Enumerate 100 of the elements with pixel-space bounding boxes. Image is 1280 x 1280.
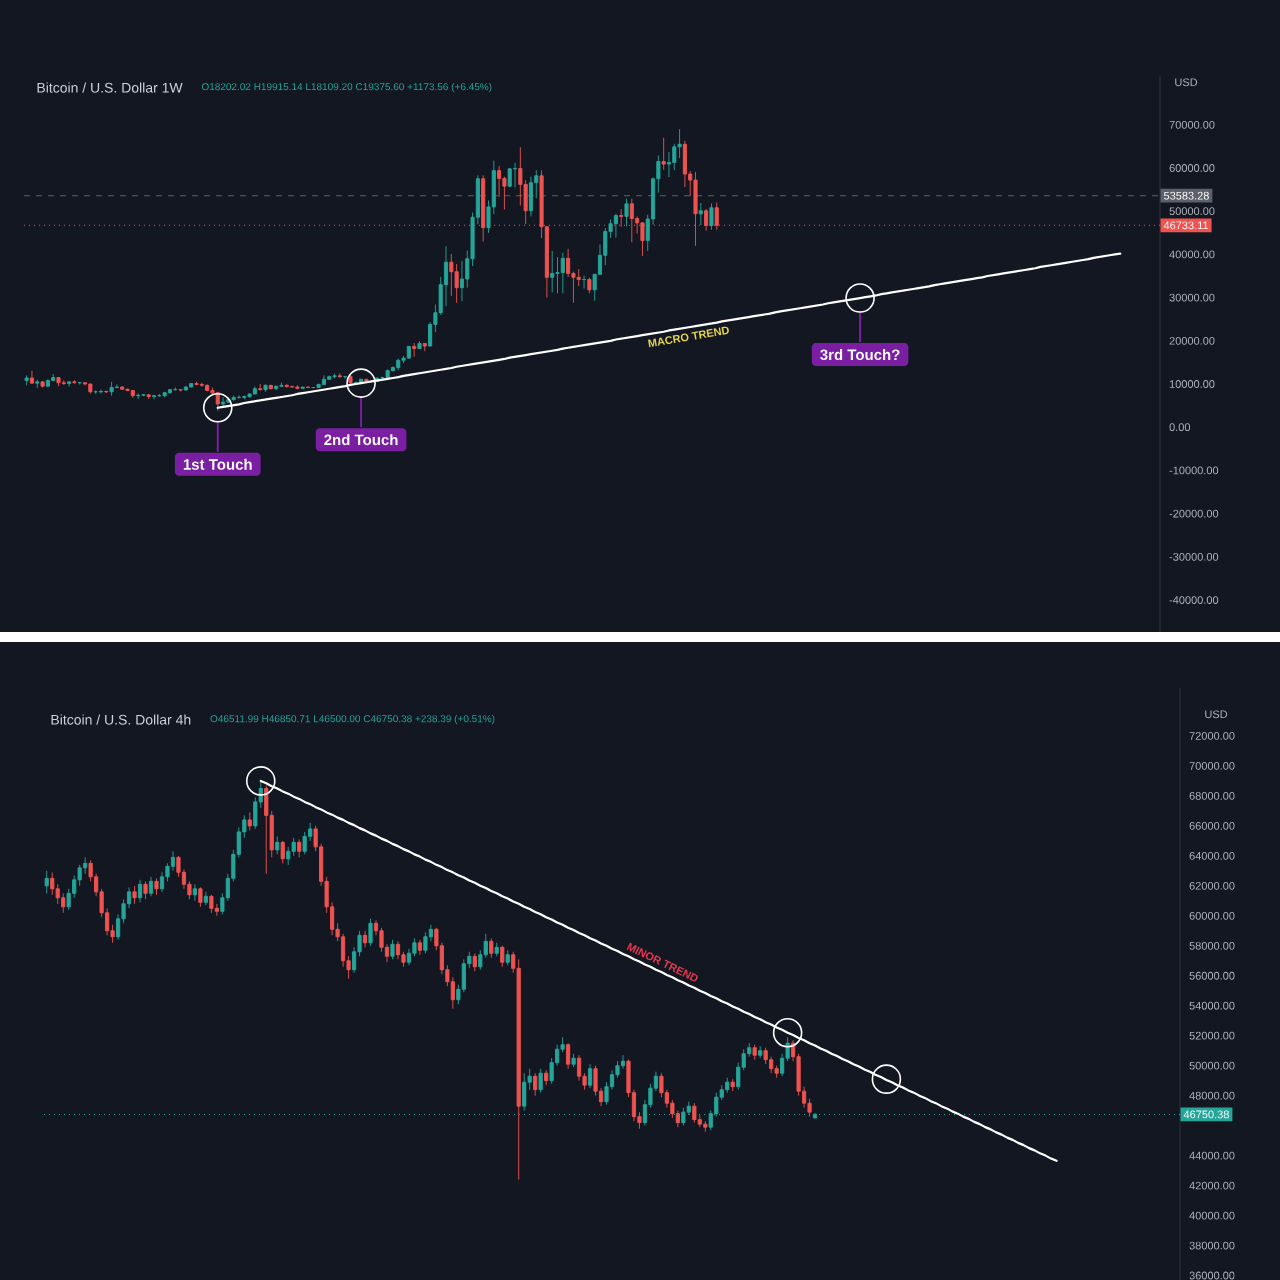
candlestick bbox=[67, 380, 72, 388]
candlestick bbox=[698, 202, 703, 226]
candlestick bbox=[544, 1069, 549, 1086]
candlestick bbox=[709, 202, 714, 231]
candlestick bbox=[423, 931, 428, 954]
candlestick bbox=[774, 1065, 779, 1079]
candlestick bbox=[132, 885, 137, 905]
candlestick bbox=[198, 886, 203, 908]
candlestick bbox=[538, 1068, 543, 1094]
candlestick bbox=[613, 213, 618, 239]
candlestick bbox=[390, 365, 395, 372]
candlestick bbox=[472, 952, 477, 972]
candlestick bbox=[302, 831, 307, 855]
candlestick bbox=[763, 1047, 768, 1065]
candlestick bbox=[162, 391, 167, 398]
candlestick bbox=[368, 918, 373, 947]
candlestick bbox=[236, 394, 242, 400]
candlestick bbox=[332, 373, 337, 379]
candlestick bbox=[550, 250, 555, 293]
candlestick bbox=[730, 1078, 735, 1092]
candlestick bbox=[61, 892, 66, 914]
point bbox=[245, 766, 276, 796]
candlestick bbox=[348, 374, 353, 385]
candlestick bbox=[291, 837, 296, 857]
candlestick bbox=[29, 370, 34, 385]
candlestick bbox=[516, 958, 521, 1181]
candlestick bbox=[725, 1077, 730, 1094]
candlestick bbox=[205, 384, 210, 392]
candlestick bbox=[327, 374, 332, 381]
candlestick bbox=[286, 846, 291, 866]
candlestick bbox=[148, 876, 154, 897]
candlestick bbox=[417, 340, 422, 350]
candlestick bbox=[214, 903, 219, 917]
candlestick bbox=[154, 877, 159, 896]
candlestick bbox=[51, 373, 56, 382]
candlestick bbox=[489, 937, 494, 959]
candlestick bbox=[449, 253, 454, 297]
candlestick bbox=[321, 374, 326, 385]
point bbox=[871, 1064, 902, 1094]
point bbox=[346, 368, 376, 398]
candlestick bbox=[44, 870, 49, 894]
candlestick bbox=[50, 871, 55, 896]
candlestick bbox=[752, 1044, 757, 1061]
candlestick bbox=[72, 379, 77, 385]
candlestick bbox=[274, 385, 279, 391]
candlestick bbox=[692, 1102, 697, 1124]
candlestick bbox=[109, 381, 114, 397]
candlestick bbox=[661, 137, 666, 171]
candlestick bbox=[209, 894, 214, 914]
candlestick bbox=[192, 883, 198, 902]
candlestick bbox=[500, 945, 505, 968]
candlestick bbox=[275, 835, 280, 855]
candlestick bbox=[582, 275, 587, 289]
candlestick bbox=[385, 368, 390, 379]
candlestick bbox=[640, 221, 645, 257]
candlestick bbox=[494, 942, 499, 957]
candlestick bbox=[280, 840, 285, 864]
candlestick bbox=[88, 383, 93, 394]
candlestick bbox=[247, 811, 252, 831]
candlestick bbox=[295, 384, 300, 390]
candlestick bbox=[571, 1053, 576, 1068]
candlestick bbox=[40, 380, 45, 388]
candlestick bbox=[587, 1063, 593, 1089]
candlestick bbox=[533, 1072, 538, 1097]
candlestick bbox=[505, 949, 510, 966]
candlestick bbox=[362, 930, 368, 948]
candlestick bbox=[620, 1054, 626, 1070]
candlestick bbox=[120, 385, 125, 391]
candlestick bbox=[146, 393, 151, 400]
point bbox=[772, 1017, 803, 1048]
candlestick bbox=[666, 151, 672, 178]
candlestick bbox=[203, 891, 208, 906]
candlestick bbox=[566, 1042, 571, 1070]
candlestick bbox=[167, 388, 173, 395]
candlestick bbox=[587, 277, 592, 294]
candlestick bbox=[279, 382, 284, 388]
candlestick bbox=[555, 256, 560, 294]
candlestick bbox=[264, 784, 269, 875]
candlestick bbox=[159, 871, 165, 893]
candlestick bbox=[396, 358, 401, 371]
candlestick bbox=[769, 1056, 774, 1074]
candlestick bbox=[252, 386, 257, 395]
point bbox=[202, 392, 233, 423]
candlestick bbox=[417, 939, 423, 956]
candlestick bbox=[412, 937, 417, 957]
candlestick bbox=[395, 940, 401, 960]
candlestick bbox=[522, 1072, 527, 1112]
candlestick bbox=[35, 379, 40, 389]
candlestick bbox=[560, 252, 565, 294]
candlestick bbox=[221, 396, 226, 409]
candlestick bbox=[24, 374, 29, 386]
candlestick bbox=[143, 880, 148, 900]
candlestick bbox=[297, 838, 302, 858]
candlestick bbox=[682, 140, 687, 188]
candlestick bbox=[263, 384, 268, 393]
candlestick bbox=[247, 393, 252, 399]
candlestick bbox=[406, 345, 411, 360]
candlestick bbox=[130, 390, 135, 399]
candlestick bbox=[183, 385, 188, 391]
candlestick bbox=[56, 376, 61, 387]
